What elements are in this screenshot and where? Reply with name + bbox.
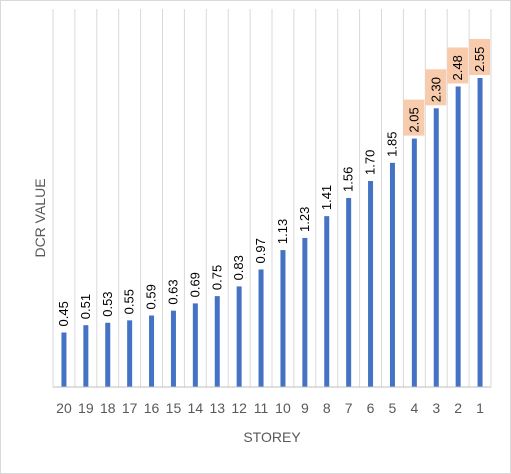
- bar-storey-12: [236, 286, 242, 387]
- y-axis-title: DCR VALUE: [32, 178, 48, 257]
- data-label: 0.75: [209, 265, 224, 290]
- data-label-group: 0.63: [165, 279, 180, 304]
- bar-storey-9: [302, 237, 308, 387]
- data-label: 0.53: [100, 291, 115, 316]
- data-label: 0.51: [78, 294, 93, 319]
- x-tick-label: 12: [231, 400, 247, 416]
- data-label: 1.13: [275, 219, 290, 244]
- x-tick-label: 17: [122, 400, 138, 416]
- x-tick-label: 10: [275, 400, 291, 416]
- data-label-group: 1.70: [363, 150, 378, 175]
- data-label-group: 2.48: [447, 47, 469, 84]
- bar-series: [61, 78, 483, 387]
- x-tick-label: 9: [301, 400, 309, 416]
- data-label-group: 0.53: [100, 291, 115, 316]
- x-tick-label: 15: [166, 400, 182, 416]
- x-tick-label: 6: [367, 400, 375, 416]
- bar-storey-13: [214, 296, 220, 387]
- x-axis-title: STOREY: [243, 429, 301, 445]
- data-label-group: 0.83: [231, 255, 246, 280]
- data-label: 1.56: [341, 167, 356, 192]
- data-label: 1.70: [363, 150, 378, 175]
- bar-storey-15: [170, 310, 176, 387]
- x-tick-label: 8: [323, 400, 331, 416]
- data-label-group: 1.85: [384, 132, 399, 157]
- data-label-group: 2.55: [469, 39, 491, 75]
- bar-storey-8: [324, 216, 330, 387]
- data-label-group: 2.30: [425, 69, 447, 106]
- data-labels: 0.45 0.51 0.53 0.55 0.59 0.63 0.69 0.75 0.83 0.97…: [56, 39, 491, 326]
- x-tick-label: 13: [209, 400, 225, 416]
- data-label-group: 0.69: [187, 272, 202, 297]
- data-label-group: 0.75: [209, 265, 224, 290]
- bar-storey-11: [258, 269, 264, 387]
- data-label: 2.05: [406, 107, 421, 132]
- x-tick-label: 19: [78, 400, 94, 416]
- data-label: 2.48: [450, 55, 465, 80]
- x-tick-label: 4: [410, 400, 418, 416]
- bar-storey-1: [477, 78, 483, 387]
- x-tick-label: 5: [389, 400, 397, 416]
- data-label-highlight: [469, 39, 491, 75]
- data-label: 0.63: [165, 279, 180, 304]
- x-tick-label: 7: [345, 400, 353, 416]
- bar-storey-4: [411, 138, 417, 387]
- data-label: 0.97: [253, 238, 268, 263]
- data-label-group: 0.59: [144, 284, 159, 309]
- x-tick-label: 20: [56, 400, 72, 416]
- bar-storey-16: [149, 315, 155, 387]
- data-label-group: 0.97: [253, 238, 268, 263]
- data-label-highlight: [447, 47, 469, 84]
- x-tick-label: 16: [144, 400, 160, 416]
- x-tick-label: 18: [100, 400, 116, 416]
- data-label-highlight: [403, 99, 425, 136]
- bar-storey-14: [192, 303, 198, 387]
- data-label: 2.55: [472, 47, 487, 72]
- data-label-group: 1.23: [297, 207, 312, 232]
- x-tick-label: 14: [188, 400, 204, 416]
- data-label-group: 1.56: [341, 167, 356, 192]
- x-tick-label: 1: [476, 400, 484, 416]
- bar-storey-5: [389, 162, 395, 387]
- x-tick-label: 11: [254, 400, 269, 416]
- data-label: 1.23: [297, 207, 312, 232]
- bar-storey-2: [455, 86, 461, 387]
- data-label-group: 0.55: [122, 289, 137, 314]
- data-label: 0.59: [144, 284, 159, 309]
- data-label-group: 2.05: [403, 99, 425, 136]
- data-label: 0.69: [187, 272, 202, 297]
- data-label-group: 1.13: [275, 219, 290, 244]
- x-tick-labels: 20 19 18 17 16 15 14 13 12 11 10 9 8 7 6 5 4 3 2 1: [56, 400, 484, 416]
- data-label-highlight: [425, 69, 447, 106]
- data-label: 0.83: [231, 255, 246, 280]
- data-label: 1.85: [384, 132, 399, 157]
- gridlines: [52, 9, 492, 387]
- x-tick-label: 2: [454, 400, 462, 416]
- bar-storey-10: [280, 250, 286, 387]
- data-label-group: 1.41: [319, 185, 334, 210]
- bar-storey-20: [61, 332, 67, 387]
- data-label: 1.41: [319, 185, 334, 210]
- bar-storey-19: [83, 325, 89, 387]
- bar-storey-18: [105, 322, 111, 387]
- bar-storey-17: [127, 320, 133, 387]
- x-tick-label: 3: [432, 400, 440, 416]
- bar-storey-6: [368, 181, 374, 387]
- data-label: 0.55: [122, 289, 137, 314]
- data-label: 0.45: [56, 301, 71, 326]
- bar-storey-7: [346, 197, 352, 387]
- data-label-group: 0.45: [56, 301, 71, 326]
- data-label-group: 0.51: [78, 294, 93, 319]
- bar-storey-3: [433, 108, 439, 387]
- data-label: 2.30: [428, 77, 443, 102]
